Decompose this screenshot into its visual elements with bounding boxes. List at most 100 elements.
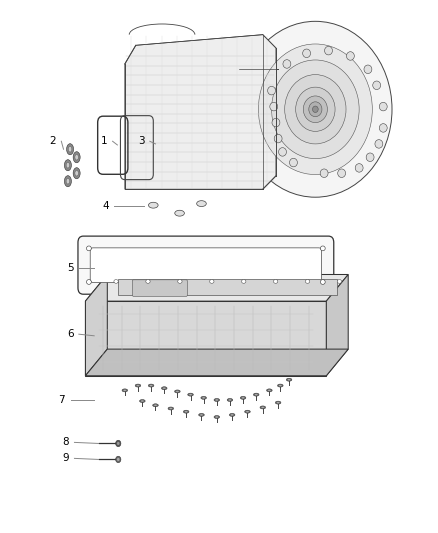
Ellipse shape [325,46,332,55]
Ellipse shape [117,442,120,445]
Ellipse shape [73,168,80,179]
Ellipse shape [210,279,214,284]
Ellipse shape [178,279,182,284]
Text: 8: 8 [63,438,69,447]
Ellipse shape [66,163,70,168]
Ellipse shape [135,384,141,387]
Ellipse shape [279,148,286,156]
Ellipse shape [230,414,235,416]
Ellipse shape [320,279,325,285]
Ellipse shape [313,106,318,112]
Ellipse shape [303,96,328,123]
Ellipse shape [305,279,310,284]
Ellipse shape [200,414,203,416]
Ellipse shape [239,21,392,197]
Ellipse shape [170,408,172,409]
Ellipse shape [273,279,278,284]
Ellipse shape [274,134,282,143]
Ellipse shape [268,390,271,391]
Ellipse shape [279,385,282,386]
Polygon shape [326,274,348,376]
Ellipse shape [176,391,179,392]
Ellipse shape [320,169,328,177]
Ellipse shape [75,155,78,160]
Ellipse shape [201,397,206,399]
Ellipse shape [283,60,291,68]
Ellipse shape [64,160,71,171]
Ellipse shape [141,400,144,402]
Ellipse shape [140,400,145,402]
Ellipse shape [116,456,121,463]
Text: 3: 3 [138,136,145,146]
Ellipse shape [153,404,158,407]
Ellipse shape [364,65,372,74]
Ellipse shape [114,279,118,284]
Ellipse shape [148,203,158,208]
Ellipse shape [227,399,233,401]
Text: 6: 6 [67,329,74,339]
Ellipse shape [137,385,139,386]
Text: 1: 1 [101,136,107,146]
Ellipse shape [309,102,322,117]
Ellipse shape [202,397,205,399]
Ellipse shape [373,81,381,90]
Text: 9: 9 [63,454,69,463]
Ellipse shape [162,387,167,390]
Ellipse shape [272,60,359,159]
Ellipse shape [168,407,173,410]
Ellipse shape [242,397,244,399]
Ellipse shape [254,393,259,396]
Polygon shape [125,35,276,189]
Ellipse shape [199,414,204,416]
Ellipse shape [68,147,72,152]
FancyBboxPatch shape [132,280,187,296]
Ellipse shape [146,279,150,284]
Ellipse shape [175,390,180,393]
Ellipse shape [285,75,346,144]
Text: 2: 2 [49,136,56,146]
Ellipse shape [278,384,283,387]
Ellipse shape [231,414,233,416]
Ellipse shape [337,279,342,284]
Ellipse shape [320,246,325,251]
Ellipse shape [67,144,74,155]
Ellipse shape [148,384,154,387]
Polygon shape [118,279,337,295]
FancyBboxPatch shape [78,236,334,294]
Ellipse shape [188,393,193,396]
Ellipse shape [124,390,126,391]
Ellipse shape [270,102,278,111]
Ellipse shape [189,394,192,395]
Text: 4: 4 [102,201,109,211]
Ellipse shape [272,118,280,127]
Ellipse shape [260,406,265,409]
Ellipse shape [355,164,363,172]
Ellipse shape [338,169,346,177]
Ellipse shape [150,385,152,386]
Ellipse shape [163,387,166,389]
Ellipse shape [64,176,71,187]
Ellipse shape [154,405,157,406]
Ellipse shape [214,416,219,418]
FancyBboxPatch shape [90,248,321,282]
Ellipse shape [116,440,121,447]
Ellipse shape [185,411,187,413]
Ellipse shape [366,153,374,161]
Ellipse shape [86,246,92,251]
Ellipse shape [240,397,246,399]
Ellipse shape [66,179,70,184]
Ellipse shape [276,401,281,404]
Ellipse shape [184,410,189,413]
Ellipse shape [245,410,250,413]
Text: 5: 5 [67,263,74,272]
Polygon shape [85,349,348,376]
Ellipse shape [73,152,80,163]
Ellipse shape [215,416,218,418]
Ellipse shape [346,52,354,60]
Polygon shape [85,301,326,376]
Ellipse shape [267,389,272,392]
Ellipse shape [86,279,92,285]
Ellipse shape [286,378,292,381]
Ellipse shape [255,394,258,395]
Ellipse shape [122,389,127,392]
